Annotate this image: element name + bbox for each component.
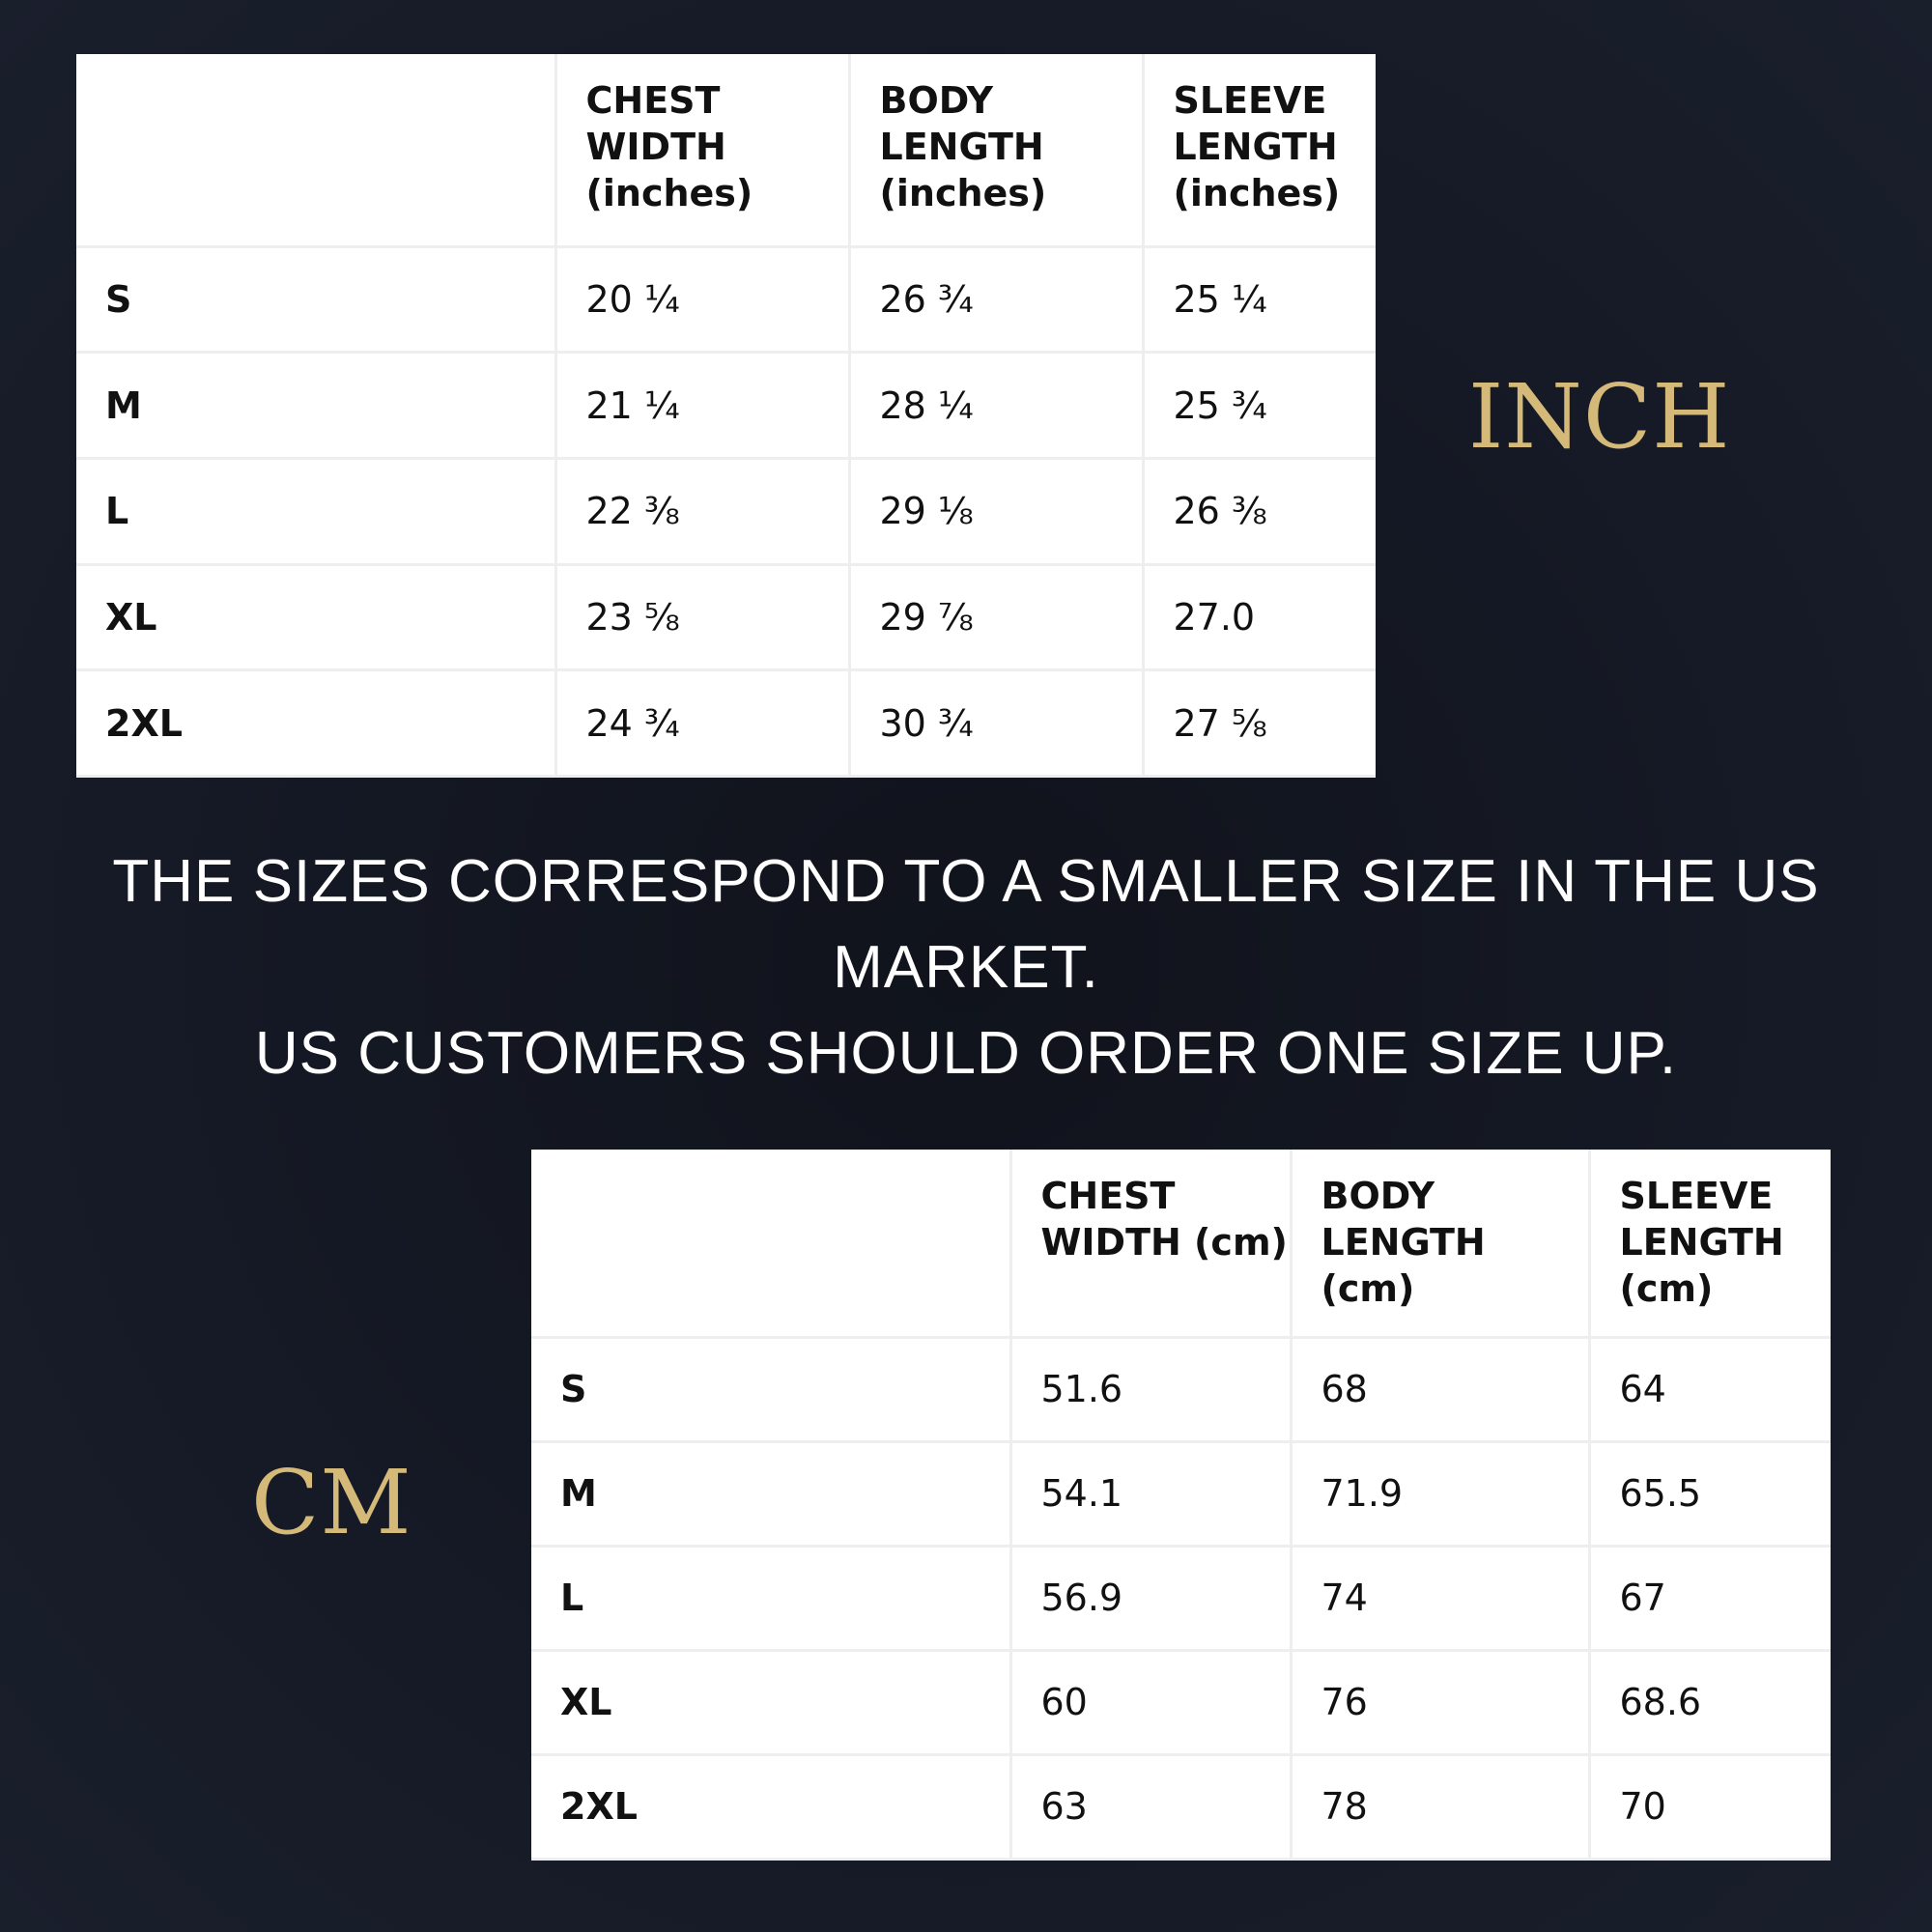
inch-size-table: CHEST WIDTH (inches) BODY LENGTH (inches… xyxy=(76,54,1376,778)
body-length-value: 76 xyxy=(1289,1648,1591,1756)
table-row: L 22 ⅜ 29 ⅛ 26 ⅜ xyxy=(76,456,1376,566)
table-row: 2XL 24 ¾ 30 ¾ 27 ⅝ xyxy=(76,668,1376,778)
table-header-row: CHEST WIDTH (inches) BODY LENGTH (inches… xyxy=(76,54,1376,248)
table-row: 2XL 63 78 70 xyxy=(531,1752,1831,1861)
inch-unit-label: INCH xyxy=(1468,365,1731,469)
chest-width-value: 51.6 xyxy=(1009,1335,1293,1443)
sleeve-length-value: 68.6 xyxy=(1587,1648,1831,1756)
header-sleeve-length: SLEEVE LENGTH (inches) xyxy=(1141,54,1376,248)
size-label: 2XL xyxy=(531,1752,1012,1861)
notice-line: MARKET. xyxy=(833,934,1099,1001)
size-label: 2XL xyxy=(76,668,557,778)
sleeve-length-value: 64 xyxy=(1587,1335,1831,1443)
chest-width-value: 22 ⅜ xyxy=(554,456,851,566)
header-chest-width: CHEST WIDTH (cm) xyxy=(1009,1150,1293,1339)
header-size-column xyxy=(76,54,557,248)
chest-width-value: 63 xyxy=(1009,1752,1293,1861)
sleeve-length-value: 27.0 xyxy=(1141,562,1376,672)
table-header-row: CHEST WIDTH (cm) BODY LENGTH (cm) SLEEVE… xyxy=(531,1150,1831,1339)
header-body-length: BODY LENGTH (inches) xyxy=(847,54,1145,248)
header-sleeve-length: SLEEVE LENGTH (cm) xyxy=(1587,1150,1831,1339)
size-label: XL xyxy=(76,562,557,672)
size-label: L xyxy=(531,1544,1012,1652)
body-length-value: 26 ¾ xyxy=(847,244,1145,355)
table-row: S 51.6 68 64 xyxy=(531,1335,1831,1443)
notice-line: THE SIZES CORRESPOND TO A SMALLER SIZE I… xyxy=(112,848,1820,915)
size-label: XL xyxy=(531,1648,1012,1756)
size-label: M xyxy=(531,1439,1012,1548)
sleeve-length-value: 25 ¼ xyxy=(1141,244,1376,355)
body-length-value: 68 xyxy=(1289,1335,1591,1443)
table-row: M 54.1 71.9 65.5 xyxy=(531,1439,1831,1548)
chest-width-value: 56.9 xyxy=(1009,1544,1293,1652)
chest-width-value: 20 ¼ xyxy=(554,244,851,355)
sleeve-length-value: 25 ¾ xyxy=(1141,351,1376,460)
sleeve-length-value: 70 xyxy=(1587,1752,1831,1861)
chest-width-value: 60 xyxy=(1009,1648,1293,1756)
cm-unit-label: CM xyxy=(251,1451,412,1554)
size-label: L xyxy=(76,456,557,566)
chest-width-value: 24 ¾ xyxy=(554,668,851,778)
sleeve-length-value: 27 ⅝ xyxy=(1141,668,1376,778)
chest-width-value: 54.1 xyxy=(1009,1439,1293,1548)
table-row: S 20 ¼ 26 ¾ 25 ¼ xyxy=(76,244,1376,355)
size-label: M xyxy=(76,351,557,460)
header-chest-width: CHEST WIDTH (inches) xyxy=(554,54,851,248)
body-length-value: 29 ⅛ xyxy=(847,456,1145,566)
sleeve-length-value: 26 ⅜ xyxy=(1141,456,1376,566)
size-label: S xyxy=(531,1335,1012,1443)
body-length-value: 28 ¼ xyxy=(847,351,1145,460)
cm-size-table: CHEST WIDTH (cm) BODY LENGTH (cm) SLEEVE… xyxy=(531,1150,1831,1861)
table-row: M 21 ¼ 28 ¼ 25 ¾ xyxy=(76,351,1376,460)
size-label: S xyxy=(76,244,557,355)
table-row: XL 23 ⅝ 29 ⅞ 27.0 xyxy=(76,562,1376,672)
notice-line: US CUSTOMERS SHOULD ORDER ONE SIZE UP. xyxy=(254,1020,1678,1087)
table-row: L 56.9 74 67 xyxy=(531,1544,1831,1652)
chest-width-value: 21 ¼ xyxy=(554,351,851,460)
table-row: XL 60 76 68.6 xyxy=(531,1648,1831,1756)
sleeve-length-value: 65.5 xyxy=(1587,1439,1831,1548)
body-length-value: 78 xyxy=(1289,1752,1591,1861)
body-length-value: 30 ¾ xyxy=(847,668,1145,778)
chest-width-value: 23 ⅝ xyxy=(554,562,851,672)
header-size-column xyxy=(531,1150,1012,1339)
sizing-notice: THE SIZES CORRESPOND TO A SMALLER SIZE I… xyxy=(97,838,1835,1096)
sleeve-length-value: 67 xyxy=(1587,1544,1831,1652)
header-body-length: BODY LENGTH (cm) xyxy=(1289,1150,1591,1339)
body-length-value: 29 ⅞ xyxy=(847,562,1145,672)
body-length-value: 74 xyxy=(1289,1544,1591,1652)
body-length-value: 71.9 xyxy=(1289,1439,1591,1548)
